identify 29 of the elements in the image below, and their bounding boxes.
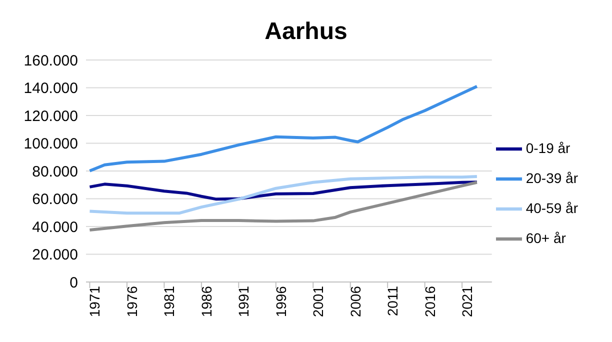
line-series [88,84,478,172]
x-tick-label: 1981 [161,286,178,318]
legend-label: 20-39 år [526,170,578,186]
y-tick-label: 140.000 [24,80,78,98]
legend-label: 60+ år [526,230,566,246]
x-tick-label: 1976 [124,286,140,318]
x-tick-label: 1996 [272,286,289,318]
y-tick-label: 20.000 [32,246,78,264]
line-series [88,180,478,201]
x-tick-label: 2006 [347,286,364,318]
line-series [88,175,478,215]
legend-label: 0-19 år [526,140,570,156]
y-tick-label: 80.000 [32,163,78,180]
x-tick-label: 2021 [458,286,475,318]
y-tick-label: 120.000 [24,108,78,125]
x-tick-label: 1991 [236,286,252,318]
line-series [88,180,478,232]
y-tick-label: 0 [70,274,78,292]
y-tick-label: 160.000 [24,52,78,70]
chart-title: Aarhus [264,17,348,47]
x-tick-label: 2016 [422,286,438,318]
y-tick-label: 60.000 [32,191,78,208]
x-tick-label: 2001 [310,286,326,318]
x-tick-label: 1971 [86,286,103,318]
legend-label: 40-59 år [526,200,578,216]
y-tick-label: 100.000 [24,136,78,153]
x-tick-label: 2011 [384,286,401,316]
x-tick-label: 1986 [198,286,214,318]
y-tick-label: 40.000 [32,218,78,236]
